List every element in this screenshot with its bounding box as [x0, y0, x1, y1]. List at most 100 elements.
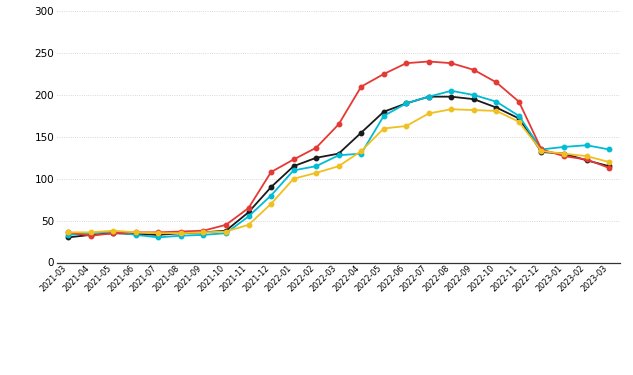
İzmir: [470, 108, 478, 112]
Ankara: [154, 235, 162, 240]
İzmir: [65, 230, 72, 235]
Türkiye: [290, 164, 298, 168]
Türkiye: [199, 230, 207, 235]
Ankara: [425, 94, 432, 99]
İstanbul: [403, 61, 410, 65]
Ankara: [245, 214, 253, 219]
Türkiye: [65, 235, 72, 240]
Ankara: [132, 232, 140, 237]
Ankara: [110, 229, 117, 234]
Türkiye: [335, 152, 342, 156]
İzmir: [110, 228, 117, 233]
Türkiye: [425, 94, 432, 99]
Türkiye: [583, 158, 591, 163]
Türkiye: [132, 232, 140, 236]
Türkiye: [222, 228, 230, 233]
İstanbul: [537, 147, 545, 152]
İzmir: [448, 107, 455, 111]
Ankara: [537, 147, 545, 152]
İstanbul: [154, 230, 162, 235]
İstanbul: [492, 80, 500, 85]
İzmir: [245, 223, 253, 227]
Line: Türkiye: Türkiye: [66, 94, 611, 240]
Ankara: [290, 168, 298, 172]
İstanbul: [560, 154, 568, 158]
İzmir: [403, 124, 410, 128]
Ankara: [515, 114, 523, 118]
Türkiye: [537, 150, 545, 154]
Ankara: [448, 88, 455, 93]
İzmir: [583, 154, 591, 158]
Ankara: [358, 152, 365, 156]
İzmir: [154, 231, 162, 236]
İzmir: [177, 231, 185, 236]
İzmir: [358, 149, 365, 153]
Line: İzmir: İzmir: [66, 107, 611, 236]
İzmir: [199, 230, 207, 235]
Türkiye: [605, 164, 613, 168]
Line: İstanbul: İstanbul: [66, 59, 611, 238]
İstanbul: [448, 61, 455, 65]
Ankara: [380, 114, 387, 118]
Ankara: [199, 232, 207, 237]
İstanbul: [177, 229, 185, 234]
Ankara: [267, 193, 275, 198]
Türkiye: [110, 231, 117, 236]
İzmir: [425, 111, 432, 116]
İstanbul: [87, 234, 94, 238]
İstanbul: [335, 122, 342, 127]
İzmir: [312, 171, 320, 175]
İzmir: [515, 120, 523, 124]
İstanbul: [515, 99, 523, 104]
Türkiye: [177, 231, 185, 236]
Türkiye: [154, 232, 162, 237]
İzmir: [492, 109, 500, 113]
İzmir: [335, 164, 342, 168]
İstanbul: [380, 72, 387, 76]
İstanbul: [110, 231, 117, 236]
Türkiye: [245, 210, 253, 214]
İzmir: [222, 229, 230, 234]
Türkiye: [492, 105, 500, 110]
İstanbul: [290, 157, 298, 162]
Ankara: [583, 143, 591, 147]
İstanbul: [245, 206, 253, 210]
İstanbul: [267, 170, 275, 174]
Ankara: [222, 231, 230, 236]
Ankara: [177, 234, 185, 238]
İzmir: [380, 126, 387, 131]
İstanbul: [199, 228, 207, 233]
İzmir: [267, 202, 275, 206]
Türkiye: [470, 97, 478, 102]
Ankara: [335, 153, 342, 158]
Türkiye: [87, 232, 94, 237]
İstanbul: [312, 146, 320, 150]
Türkiye: [403, 101, 410, 106]
İstanbul: [358, 84, 365, 89]
Legend: Türkiye, Ankara, İstanbul, İzmir: Türkiye, Ankara, İstanbul, İzmir: [194, 373, 483, 375]
İzmir: [132, 230, 140, 235]
Ankara: [312, 164, 320, 168]
İstanbul: [583, 157, 591, 162]
İstanbul: [605, 166, 613, 170]
İstanbul: [132, 230, 140, 235]
Ankara: [403, 101, 410, 106]
Ankara: [470, 93, 478, 97]
İstanbul: [425, 59, 432, 64]
Türkiye: [312, 156, 320, 160]
İstanbul: [222, 223, 230, 227]
Ankara: [560, 145, 568, 149]
Türkiye: [560, 152, 568, 156]
Ankara: [492, 99, 500, 104]
İzmir: [560, 152, 568, 156]
Ankara: [605, 147, 613, 152]
Türkiye: [267, 185, 275, 189]
İstanbul: [470, 68, 478, 72]
Türkiye: [448, 94, 455, 99]
Ankara: [65, 232, 72, 237]
İstanbul: [65, 230, 72, 235]
Line: Ankara: Ankara: [66, 88, 611, 240]
İzmir: [87, 230, 94, 235]
Türkiye: [515, 116, 523, 121]
Türkiye: [380, 110, 387, 114]
